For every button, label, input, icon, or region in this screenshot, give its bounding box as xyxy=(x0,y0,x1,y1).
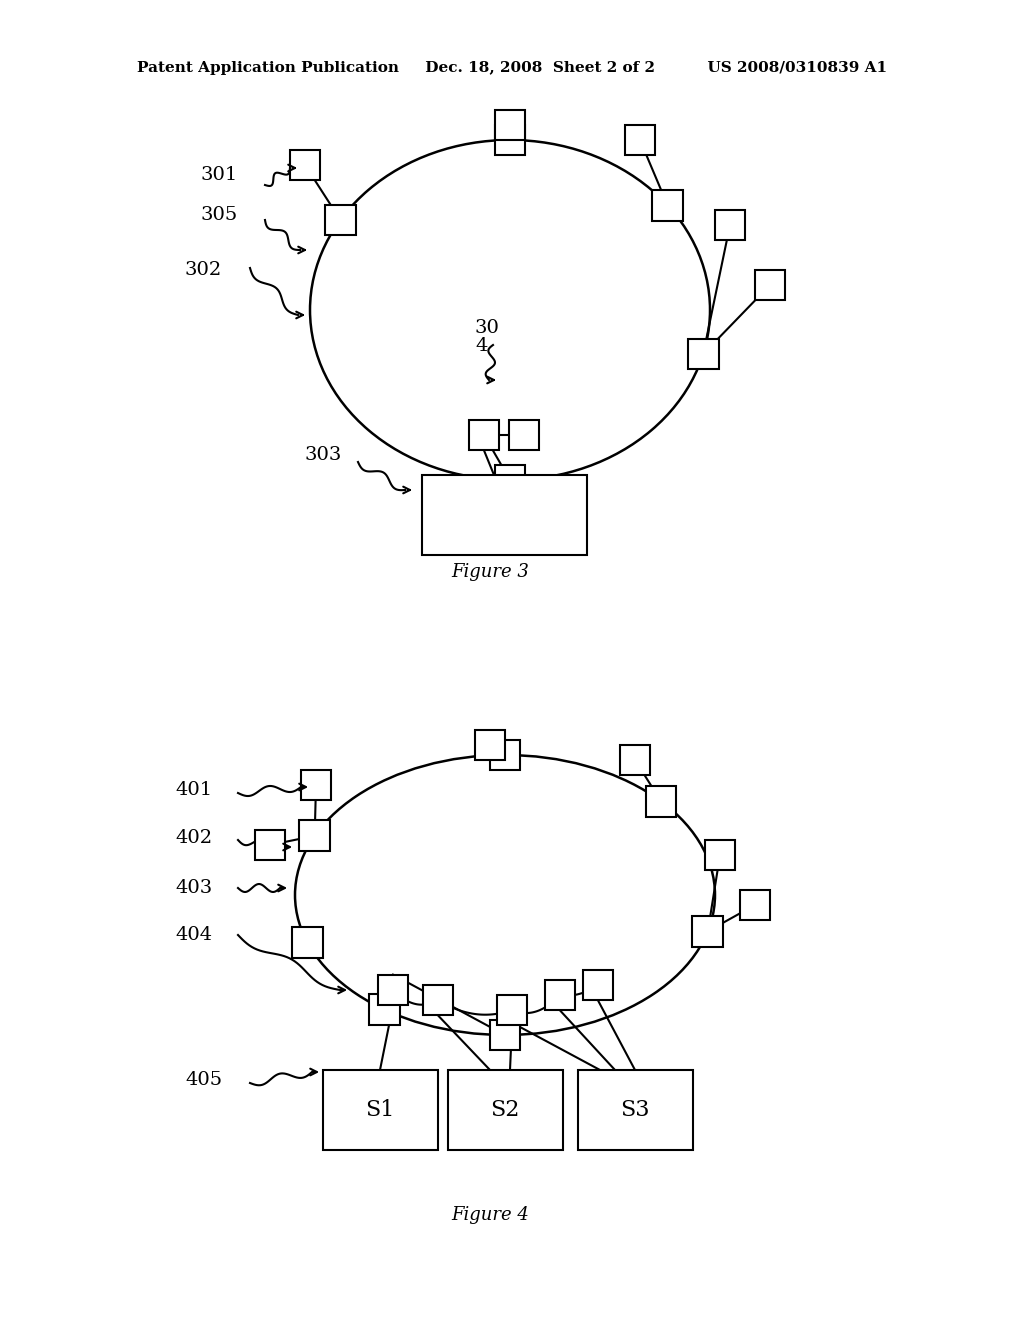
Bar xyxy=(739,890,770,920)
Bar xyxy=(378,974,409,1006)
Bar xyxy=(299,821,330,851)
Bar xyxy=(292,928,323,958)
Text: 305: 305 xyxy=(200,206,238,224)
Text: Figure 4: Figure 4 xyxy=(451,1206,529,1224)
Text: Patent Application Publication     Dec. 18, 2008  Sheet 2 of 2          US 2008/: Patent Application Publication Dec. 18, … xyxy=(137,61,887,75)
Bar xyxy=(489,739,520,771)
Bar xyxy=(301,770,332,800)
Bar xyxy=(755,269,785,301)
Bar xyxy=(422,475,587,554)
Text: 30: 30 xyxy=(475,319,500,337)
Bar xyxy=(474,730,506,760)
Text: 402: 402 xyxy=(175,829,212,847)
Bar xyxy=(423,985,454,1015)
Bar xyxy=(369,994,400,1026)
Bar xyxy=(625,124,655,156)
Bar xyxy=(583,970,613,1001)
Bar xyxy=(715,210,745,240)
Text: S2: S2 xyxy=(490,1100,520,1121)
Text: 303: 303 xyxy=(305,446,342,465)
Bar xyxy=(290,149,321,181)
Text: 4: 4 xyxy=(475,337,487,355)
Text: 405: 405 xyxy=(185,1071,222,1089)
Bar xyxy=(509,420,540,450)
Text: 302: 302 xyxy=(185,261,222,279)
Bar xyxy=(688,339,719,370)
Text: S1: S1 xyxy=(366,1100,394,1121)
Bar xyxy=(489,1019,520,1051)
Bar xyxy=(495,465,525,495)
Text: 401: 401 xyxy=(175,781,212,799)
Text: Figure 3: Figure 3 xyxy=(451,564,529,581)
Bar xyxy=(469,420,500,450)
Bar xyxy=(545,979,575,1010)
Bar xyxy=(495,124,525,156)
Text: 404: 404 xyxy=(175,927,212,944)
Bar xyxy=(646,785,677,817)
Text: 403: 403 xyxy=(175,879,212,898)
Bar xyxy=(495,110,525,140)
Bar xyxy=(497,994,527,1026)
Bar xyxy=(620,744,650,775)
Bar xyxy=(325,205,355,235)
Text: S3: S3 xyxy=(621,1100,650,1121)
Bar xyxy=(705,840,735,870)
Bar xyxy=(255,829,286,861)
Bar xyxy=(323,1071,437,1150)
Bar xyxy=(692,916,723,946)
Bar xyxy=(578,1071,692,1150)
Text: 301: 301 xyxy=(200,166,238,183)
Bar xyxy=(447,1071,562,1150)
Bar xyxy=(652,190,683,220)
